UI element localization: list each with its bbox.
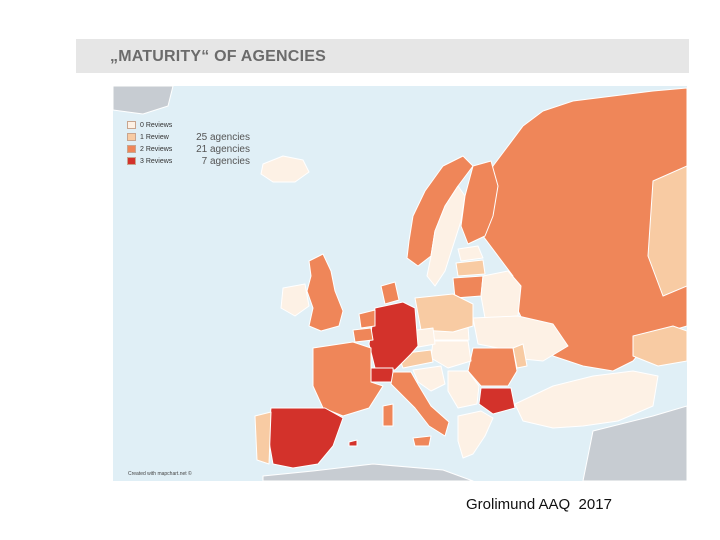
country-poland (414, 293, 474, 333)
legend-row: 2 Reviews 21 agencies (127, 143, 250, 155)
country-lithuania (452, 275, 484, 299)
island-sicily (412, 435, 432, 447)
country-croatia (412, 365, 446, 392)
title-bar: „MATURITY“ OF AGENCIES (76, 39, 689, 73)
country-portugal (254, 411, 272, 465)
legend-count: 25 agencies (196, 131, 250, 143)
country-east-light (647, 165, 687, 297)
page-title: „MATURITY“ OF AGENCIES (110, 48, 326, 65)
map-legend: 0 Reviews 1 Review 25 agencies 2 Reviews… (127, 119, 250, 167)
country-switzerland (368, 367, 394, 383)
country-ukraine (472, 315, 569, 362)
legend-label: 3 Reviews (140, 157, 173, 165)
europe-map (113, 86, 687, 481)
country-latvia (455, 259, 486, 277)
footer-caption: Grolimund AAQ 2017 (466, 496, 612, 513)
legend-swatch (127, 133, 136, 141)
country-finland (460, 160, 499, 245)
country-united-kingdom (306, 253, 344, 332)
country-italy (390, 371, 450, 437)
map-credit: Created with mapchart.net © (128, 471, 192, 477)
country-sweden (426, 185, 466, 287)
country-turkey (514, 370, 659, 429)
legend-label: 1 Review (140, 133, 169, 141)
country-netherlands (358, 309, 376, 329)
country-estonia (457, 245, 484, 262)
legend-count: 21 agencies (196, 143, 250, 155)
country-ireland (280, 283, 310, 317)
country-belgium (352, 327, 374, 343)
greenland (113, 86, 174, 115)
country-denmark (380, 281, 400, 305)
country-serbia (447, 370, 480, 409)
legend-label: 0 Reviews (140, 121, 173, 129)
non-member-middle-east (582, 405, 687, 481)
legend-row: 1 Review 25 agencies (127, 131, 250, 143)
legend-label: 2 Reviews (140, 145, 173, 153)
country-iceland (260, 155, 310, 183)
legend-swatch (127, 145, 136, 153)
legend-count: 7 agencies (201, 155, 250, 167)
island-sardinia (382, 403, 394, 427)
legend-row: 0 Reviews (127, 119, 250, 131)
island-balearic (348, 439, 358, 447)
legend-swatch (127, 121, 136, 129)
country-france (312, 341, 384, 417)
country-georgia (632, 325, 687, 367)
legend-swatch (127, 157, 136, 165)
legend-row: 3 Reviews 7 agencies (127, 155, 250, 167)
country-greece (457, 410, 494, 459)
non-member-north-africa (262, 463, 474, 481)
country-bulgaria (478, 387, 516, 415)
